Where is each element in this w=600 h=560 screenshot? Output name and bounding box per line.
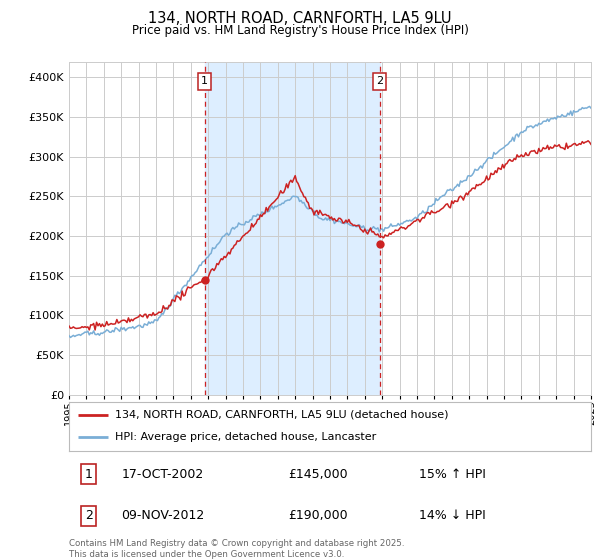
Text: 134, NORTH ROAD, CARNFORTH, LA5 9LU (detached house): 134, NORTH ROAD, CARNFORTH, LA5 9LU (det…	[115, 410, 448, 420]
Text: 1: 1	[201, 76, 208, 86]
Text: 1: 1	[85, 468, 93, 480]
Text: 2: 2	[376, 76, 383, 86]
Text: Price paid vs. HM Land Registry's House Price Index (HPI): Price paid vs. HM Land Registry's House …	[131, 24, 469, 36]
Text: 134, NORTH ROAD, CARNFORTH, LA5 9LU: 134, NORTH ROAD, CARNFORTH, LA5 9LU	[148, 11, 452, 26]
Text: Contains HM Land Registry data © Crown copyright and database right 2025.
This d: Contains HM Land Registry data © Crown c…	[69, 539, 404, 559]
Text: 09-NOV-2012: 09-NOV-2012	[121, 509, 205, 522]
Text: 14% ↓ HPI: 14% ↓ HPI	[419, 509, 485, 522]
Text: £145,000: £145,000	[288, 468, 348, 480]
Text: 2: 2	[85, 509, 93, 522]
Text: HPI: Average price, detached house, Lancaster: HPI: Average price, detached house, Lanc…	[115, 432, 376, 442]
Text: £190,000: £190,000	[288, 509, 348, 522]
Text: 17-OCT-2002: 17-OCT-2002	[121, 468, 203, 480]
Text: 15% ↑ HPI: 15% ↑ HPI	[419, 468, 485, 480]
Bar	[205, 62, 380, 395]
